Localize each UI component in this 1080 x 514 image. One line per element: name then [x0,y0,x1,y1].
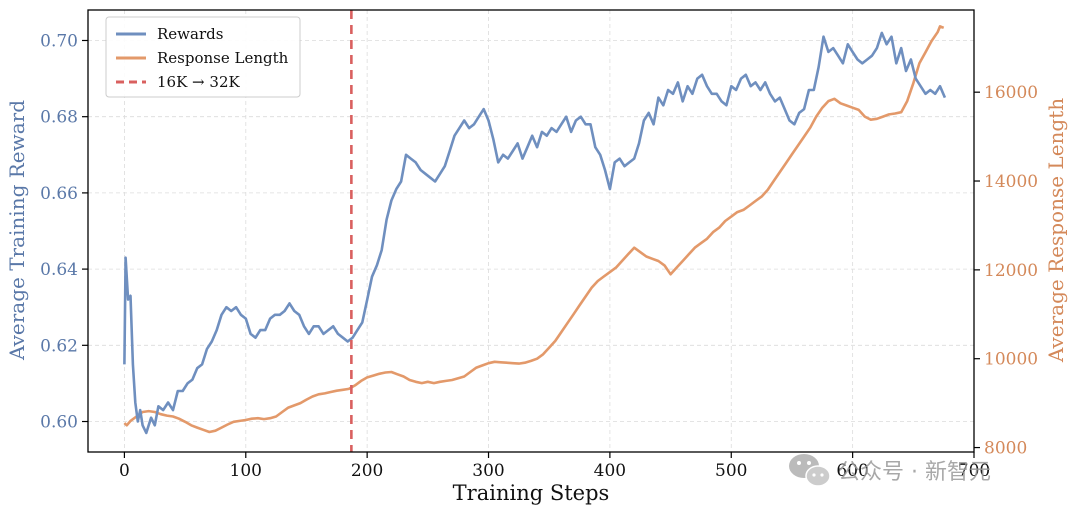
left-axis-label: Average Training Reward [5,100,29,361]
x-tick-label: 600 [836,461,868,481]
legend-label-context-switch: 16K → 32K [157,73,240,91]
legend-label-rewards: Rewards [157,25,223,43]
plot-frame [87,9,975,453]
x-tick-label: 100 [230,461,262,481]
x-tick-label: 400 [594,461,626,481]
x-axis-label: Training Steps [453,481,610,505]
x-tick-label: 700 [958,461,990,481]
right-axis-label: Average Response Length [1044,98,1068,363]
left-tick-label: 0.60 [40,413,78,433]
right-tick-label: 8000 [984,439,1027,459]
right-tick-label: 10000 [984,350,1038,370]
left-axis-ticks: 0.60 0.62 0.64 0.66 0.68 0.70 [40,31,88,433]
x-tick-label: 500 [715,461,747,481]
right-tick-label: 16000 [984,83,1038,103]
series-layer [123,10,947,452]
series-line-response-length [123,25,945,434]
watermark-text: 公众号 · 新智元 [838,460,991,485]
watermark: 公众号 · 新智元 [789,454,991,487]
wechat-icon [789,454,831,487]
x-axis-ticks: 0 100 200 300 400 500 600 700 [119,452,990,481]
series-line-rewards [123,31,947,435]
right-tick-label: 12000 [984,261,1038,281]
x-tick-label: 0 [119,461,130,481]
legend-label-response-length: Response Length [157,49,289,67]
left-tick-label: 0.68 [40,108,78,128]
x-tick-label: 200 [351,461,383,481]
left-tick-label: 0.62 [40,336,78,356]
left-tick-label: 0.64 [40,260,78,280]
right-axis-ticks: 8000 10000 12000 14000 16000 [974,83,1038,459]
left-tick-label: 0.66 [40,184,78,204]
x-tick-label: 300 [472,461,504,481]
left-tick-label: 0.70 [40,31,78,51]
legend: Rewards Response Length 16K → 32K [105,16,301,98]
right-tick-label: 14000 [984,172,1038,192]
legend-box [105,16,301,98]
